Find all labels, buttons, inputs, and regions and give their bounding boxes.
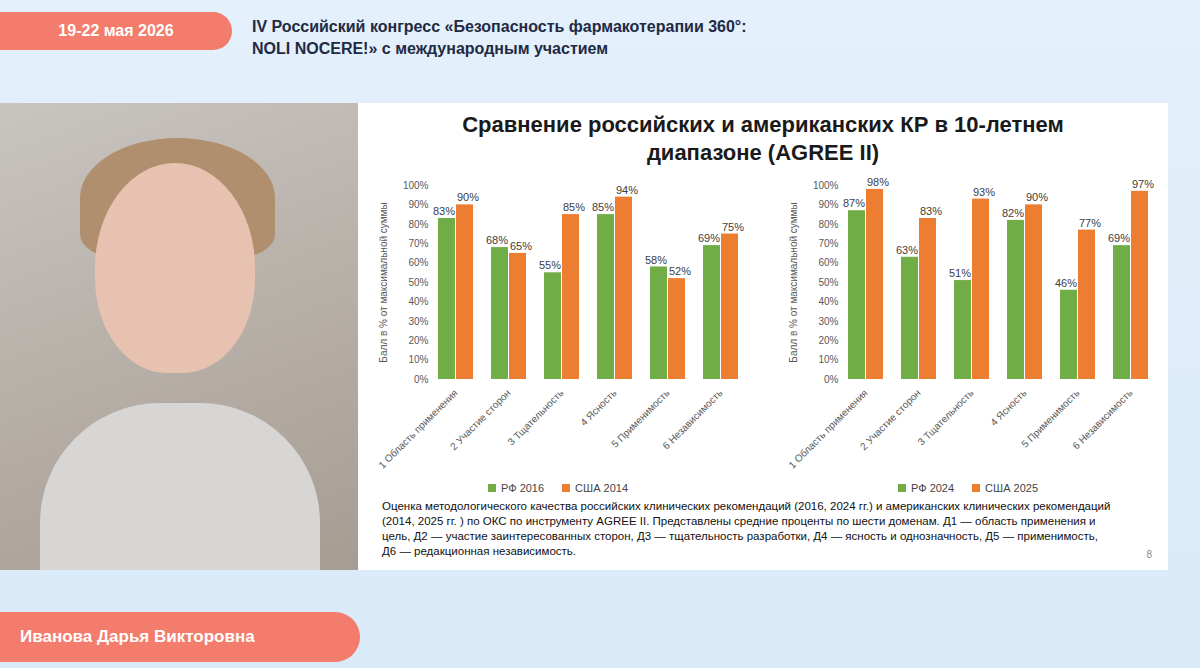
svg-text:63%: 63% xyxy=(896,244,918,256)
svg-text:3 Тщательность: 3 Тщательность xyxy=(505,387,565,447)
html-text:IV Российский конгресс «Безопа: IV Российский конгресс «Безопасность фар… xyxy=(252,18,747,35)
svg-text:85%: 85% xyxy=(592,201,614,213)
svg-text:60%: 60% xyxy=(818,257,838,268)
html-text:РФ 2016: РФ 2016 xyxy=(501,482,545,494)
svg-text:20%: 20% xyxy=(408,335,428,346)
svg-text:70%: 70% xyxy=(818,238,838,249)
svg-text:69%: 69% xyxy=(698,232,720,244)
svg-text:40%: 40% xyxy=(818,296,838,307)
html-text:диапазоне (AGREE II): диапазоне (AGREE II) xyxy=(646,140,880,165)
svg-text:80%: 80% xyxy=(408,219,428,230)
svg-text:69%: 69% xyxy=(1108,232,1130,244)
svg-text:2 Участие сторон: 2 Участие сторон xyxy=(858,387,923,452)
svg-text:10%: 10% xyxy=(408,354,428,365)
html-text:США 2014: США 2014 xyxy=(575,482,628,494)
svg-text:5 Применимость: 5 Применимость xyxy=(1019,387,1082,450)
svg-text:82%: 82% xyxy=(1002,207,1024,219)
svg-text:80%: 80% xyxy=(818,219,838,230)
svg-text:93%: 93% xyxy=(973,186,995,198)
svg-text:90%: 90% xyxy=(408,199,428,210)
svg-text:60%: 60% xyxy=(408,257,428,268)
svg-text:58%: 58% xyxy=(645,254,667,266)
html-text:19-22 мая 2026: 19-22 мая 2026 xyxy=(58,22,174,39)
html-text:США 2025: США 2025 xyxy=(985,482,1038,494)
svg-text:52%: 52% xyxy=(669,265,691,277)
svg-text:5 Применимость: 5 Применимость xyxy=(609,387,672,450)
svg-text:77%: 77% xyxy=(1079,217,1101,229)
svg-text:100%: 100% xyxy=(813,180,839,191)
svg-text:50%: 50% xyxy=(818,277,838,288)
svg-text:51%: 51% xyxy=(949,267,971,279)
svg-text:30%: 30% xyxy=(818,316,838,327)
svg-text:85%: 85% xyxy=(563,201,585,213)
svg-text:83%: 83% xyxy=(433,205,455,217)
svg-text:4 Ясность: 4 Ясность xyxy=(578,387,619,428)
svg-text:87%: 87% xyxy=(843,197,865,209)
svg-text:90%: 90% xyxy=(1026,191,1048,203)
svg-text:3 Тщательность: 3 Тщательность xyxy=(915,387,975,447)
svg-text:40%: 40% xyxy=(408,296,428,307)
html-text:NOLI NOCERE!» с международным: NOLI NOCERE!» с международным участием xyxy=(252,40,609,57)
svg-text:1 Область применения: 1 Область применения xyxy=(786,387,869,470)
svg-text:68%: 68% xyxy=(486,234,508,246)
svg-text:Балл в % от максимальной суммы: Балл в % от максимальной суммы xyxy=(378,202,389,362)
svg-text:83%: 83% xyxy=(920,205,942,217)
svg-text:50%: 50% xyxy=(408,277,428,288)
svg-text:30%: 30% xyxy=(408,316,428,327)
svg-text:0%: 0% xyxy=(824,374,839,385)
svg-text:100%: 100% xyxy=(403,180,429,191)
svg-text:98%: 98% xyxy=(867,176,889,188)
html-text:8: 8 xyxy=(1146,549,1152,560)
svg-text:75%: 75% xyxy=(722,221,744,233)
svg-text:2 Участие сторон: 2 Участие сторон xyxy=(448,387,513,452)
svg-text:4 Ясность: 4 Ясность xyxy=(988,387,1029,428)
svg-text:6 Независимость: 6 Независимость xyxy=(660,387,724,451)
html-text:Оценка методологического качес: Оценка методологического качества россий… xyxy=(382,500,1111,557)
svg-text:20%: 20% xyxy=(818,335,838,346)
svg-text:6 Независимость: 6 Независимость xyxy=(1070,387,1134,451)
svg-text:0%: 0% xyxy=(414,374,429,385)
svg-text:46%: 46% xyxy=(1055,277,1077,289)
html-text:Сравнение российских и америка: Сравнение российских и американских КР в… xyxy=(462,112,1064,137)
svg-text:70%: 70% xyxy=(408,238,428,249)
svg-text:55%: 55% xyxy=(539,259,561,271)
html-text:Иванова Дарья Викторовна: Иванова Дарья Викторовна xyxy=(20,627,255,646)
svg-text:90%: 90% xyxy=(818,199,838,210)
html-text:РФ 2024: РФ 2024 xyxy=(911,482,955,494)
svg-text:90%: 90% xyxy=(457,191,479,203)
svg-text:97%: 97% xyxy=(1132,178,1154,190)
svg-text:10%: 10% xyxy=(818,354,838,365)
svg-text:65%: 65% xyxy=(510,240,532,252)
svg-text:1 Область применения: 1 Область применения xyxy=(376,387,459,470)
svg-text:94%: 94% xyxy=(616,184,638,196)
svg-text:Балл в % от максимальной суммы: Балл в % от максимальной суммы xyxy=(788,202,799,362)
